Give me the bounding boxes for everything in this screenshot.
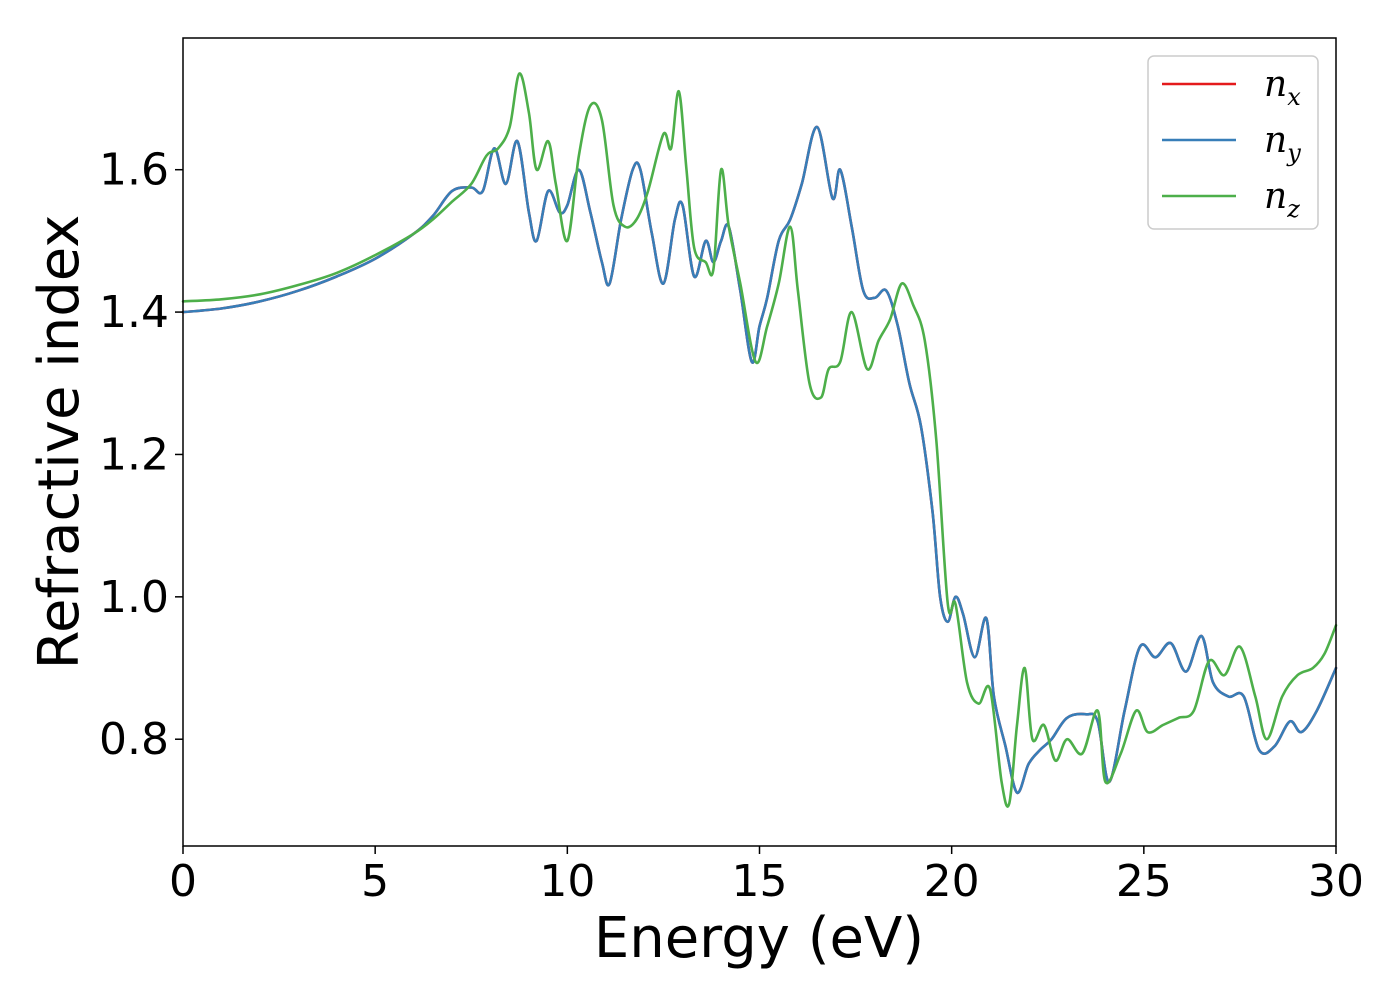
y-axis-title: Refractive index <box>27 215 92 670</box>
x-tick-label: 5 <box>361 856 389 907</box>
x-tick-label: 10 <box>539 856 595 907</box>
x-tick-label: 15 <box>732 856 788 907</box>
y-tick-label: 1.6 <box>99 145 169 196</box>
legend-box <box>1147 55 1319 230</box>
x-axis: 0 5 10 15 20 25 30 <box>169 846 1364 907</box>
x-tick-label: 20 <box>924 856 980 907</box>
x-tick-label: 25 <box>1116 856 1172 907</box>
y-axis: 0.8 1.0 1.2 1.4 1.6 <box>99 145 183 765</box>
data-lines <box>181 72 1338 808</box>
x-axis-title: Energy (eV) <box>594 906 924 971</box>
series-line-ny <box>181 125 1338 794</box>
y-tick-label: 0.8 <box>99 714 169 765</box>
series-line-nz <box>181 72 1338 808</box>
y-tick-label: 1.2 <box>99 429 169 480</box>
plot-background <box>183 38 1336 846</box>
x-tick-label: 0 <box>169 856 197 907</box>
y-tick-label: 1.0 <box>99 572 169 623</box>
y-tick-label: 1.4 <box>99 287 169 338</box>
x-tick-label: 30 <box>1308 856 1364 907</box>
